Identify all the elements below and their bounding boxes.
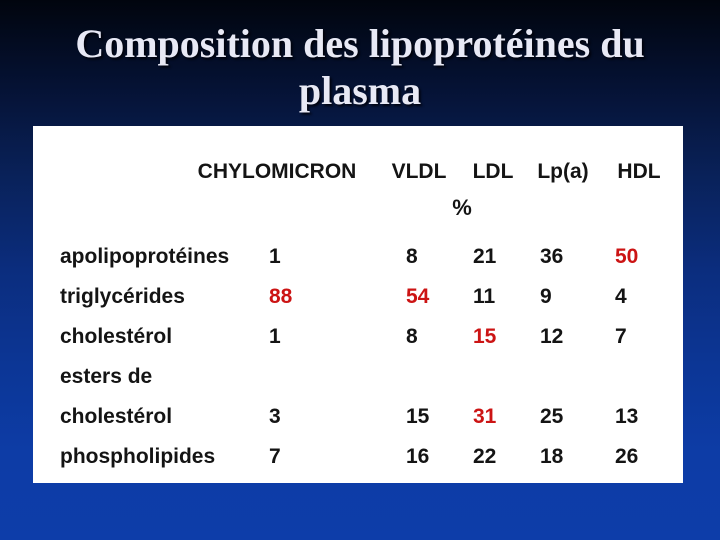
slide-title: Composition des lipoprotéines du plasma xyxy=(0,20,720,114)
row-label: esters de xyxy=(60,365,153,388)
value-cell: 21 xyxy=(473,245,497,268)
unit-percent-label: % xyxy=(452,195,472,220)
value-cell: 7 xyxy=(615,325,627,348)
value-cell: 18 xyxy=(540,445,564,468)
value-cell: 1 xyxy=(269,245,281,268)
value-cell-highlighted: 88 xyxy=(269,285,293,308)
value-cell-highlighted: 31 xyxy=(473,405,497,428)
column-header-ldl: LDL xyxy=(472,160,514,183)
slide-title-line-1: Composition des lipoprotéines du xyxy=(75,21,645,66)
value-cell: 8 xyxy=(406,245,418,268)
row-label: phospholipides xyxy=(60,445,216,468)
value-cell: 13 xyxy=(615,405,639,428)
value-cell: 12 xyxy=(540,325,564,348)
value-cell: 4 xyxy=(615,285,627,308)
row-label: apolipoprotéines xyxy=(60,245,230,268)
value-cell: 15 xyxy=(406,405,430,428)
value-cell: 3 xyxy=(269,405,281,428)
value-cell: 1 xyxy=(269,325,281,348)
value-cell-highlighted: 54 xyxy=(406,285,430,308)
value-cell-highlighted: 15 xyxy=(473,325,497,348)
value-cell: 26 xyxy=(615,445,639,468)
value-cell: 8 xyxy=(406,325,418,348)
value-cell-highlighted: 50 xyxy=(615,245,639,268)
value-cell: 36 xyxy=(540,245,564,268)
value-cell: 22 xyxy=(473,445,497,468)
value-cell: 9 xyxy=(540,285,552,308)
column-header-chylomicron: CHYLOMICRON xyxy=(197,160,357,183)
column-header-vldl: VLDL xyxy=(391,160,447,183)
row-label: cholestérol xyxy=(60,405,173,428)
column-header-hdl: HDL xyxy=(617,160,661,183)
value-cell: 25 xyxy=(540,405,564,428)
row-label: triglycérides xyxy=(60,285,185,308)
table-panel: CHYLOMICRON VLDL LDL Lp(a) HDL % apolipo… xyxy=(33,126,683,483)
value-cell: 7 xyxy=(269,445,281,468)
slide-title-line-2: plasma xyxy=(298,68,422,113)
row-label: cholestérol xyxy=(60,325,173,348)
value-cell: 11 xyxy=(473,285,496,308)
value-cell: 16 xyxy=(406,445,430,468)
column-header-lpa: Lp(a) xyxy=(537,160,589,183)
